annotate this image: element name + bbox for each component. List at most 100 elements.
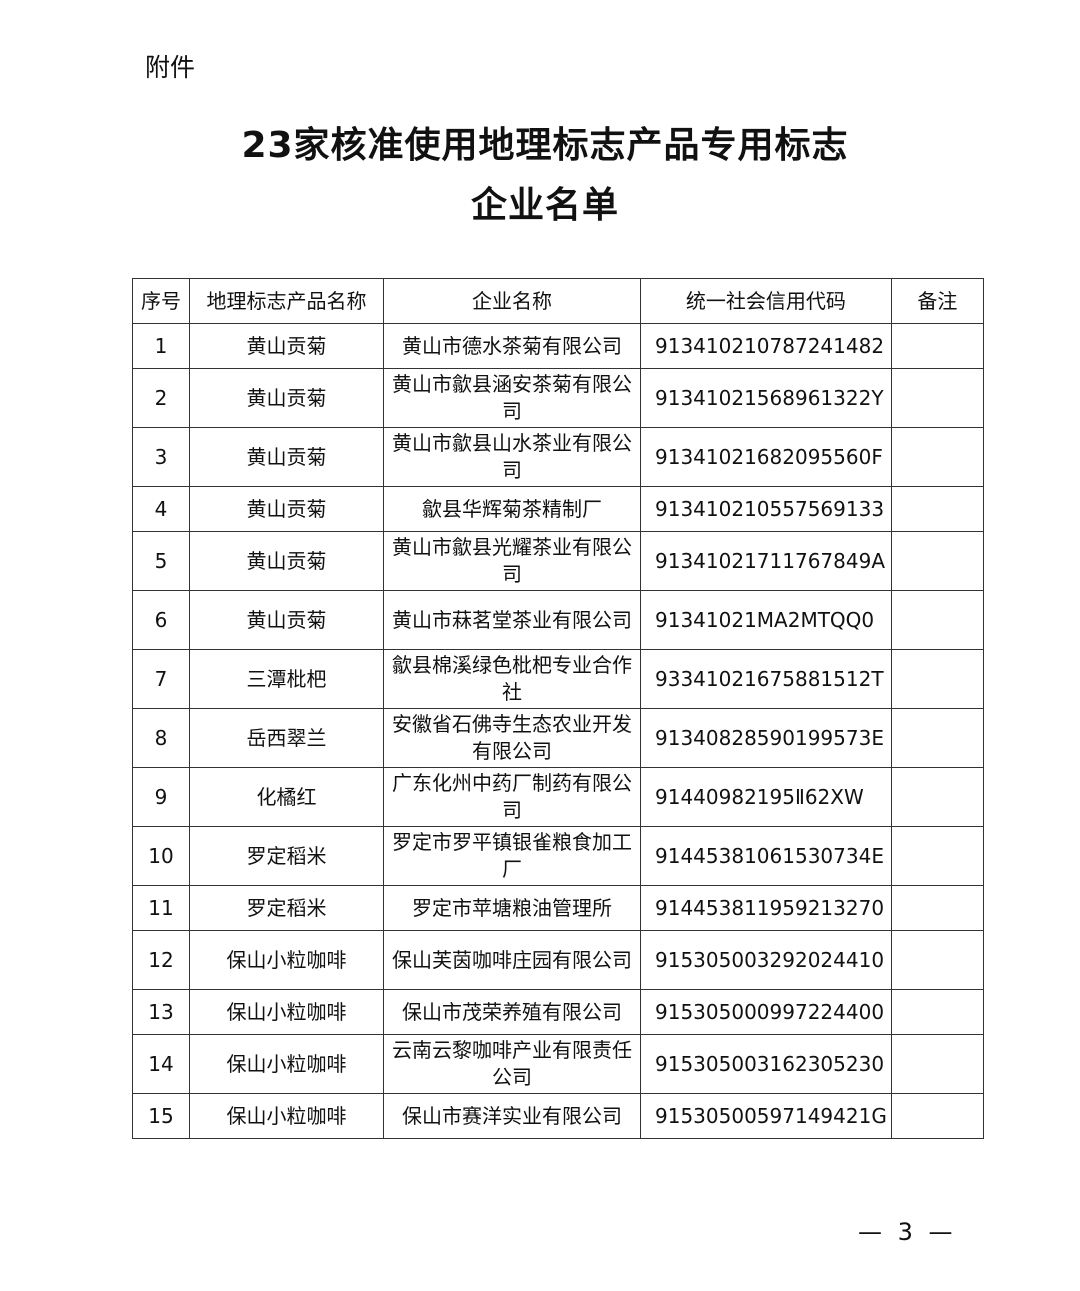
table-row: 6 黄山贡菊 黄山市菻茗堂茶业有限公司 91341021MA2MTQQ0 xyxy=(132,590,984,650)
table-row: 15 保山小粒咖啡 保山市赛洋实业有限公司 91530500597149421G xyxy=(132,1093,984,1139)
cell-product: 罗定稻米 xyxy=(189,885,384,931)
table-row: 4 黄山贡菊 歙县华辉菊茶精制厂 913410210557569133 xyxy=(132,486,984,532)
table-row: 5 黄山贡菊 黄山市歙县光耀茶业有限公司 91341021711767849A xyxy=(132,531,984,591)
cell-code: 914453811959213270 xyxy=(640,885,892,931)
cell-note xyxy=(890,930,984,990)
cell-note xyxy=(890,323,984,369)
cell-no: 12 xyxy=(132,930,190,990)
table-row: 7 三潭枇杷 歙县棉溪绿色枇杷专业合作社 93341021675881512T xyxy=(132,649,984,709)
cell-no: 13 xyxy=(132,989,190,1035)
cell-code: 913410210787241482 xyxy=(640,323,892,369)
cell-company: 黄山市歙县光耀茶业有限公司 xyxy=(383,531,641,591)
cell-code: 91341021568961322Y xyxy=(640,368,892,428)
cell-note xyxy=(890,826,984,886)
table-row: 9 化橘红 广东化州中药厂制药有限公司 91440982195Ⅱ62XW xyxy=(132,767,984,827)
cell-product: 黄山贡菊 xyxy=(189,531,384,591)
cell-note xyxy=(890,590,984,650)
cell-company: 歙县棉溪绿色枇杷专业合作社 xyxy=(383,649,641,709)
cell-no: 1 xyxy=(132,323,190,369)
cell-no: 4 xyxy=(132,486,190,532)
table-row: 12 保山小粒咖啡 保山芙茵咖啡庄园有限公司 915305003292024410 xyxy=(132,930,984,990)
cell-company: 黄山市菻茗堂茶业有限公司 xyxy=(383,590,641,650)
cell-product: 罗定稻米 xyxy=(189,826,384,886)
table-row: 1 黄山贡菊 黄山市德水茶菊有限公司 913410210787241482 xyxy=(132,323,984,369)
cell-code: 913410210557569133 xyxy=(640,486,892,532)
cell-note xyxy=(890,486,984,532)
cell-note xyxy=(890,1093,984,1139)
table-row: 2 黄山贡菊 黄山市歙县涵安茶菊有限公司 91341021568961322Y xyxy=(132,368,984,428)
cell-note xyxy=(890,1034,984,1094)
cell-product: 岳西翠兰 xyxy=(189,708,384,768)
cell-note xyxy=(890,649,984,709)
table-row: 11 罗定稻米 罗定市苹塘粮油管理所 914453811959213270 xyxy=(132,885,984,931)
cell-no: 8 xyxy=(132,708,190,768)
cell-no: 6 xyxy=(132,590,190,650)
cell-company: 罗定市罗平镇银雀粮食加工厂 xyxy=(383,826,641,886)
cell-product: 黄山贡菊 xyxy=(189,323,384,369)
cell-product: 保山小粒咖啡 xyxy=(189,1093,384,1139)
cell-code: 915305003292024410 xyxy=(640,930,892,990)
cell-company: 黄山市歙县涵安茶菊有限公司 xyxy=(383,368,641,428)
cell-company: 歙县华辉菊茶精制厂 xyxy=(383,486,641,532)
cell-code: 91341021711767849A xyxy=(640,531,892,591)
document-subtitle: 企业名单 xyxy=(470,185,619,226)
cell-no: 9 xyxy=(132,767,190,827)
cell-product: 保山小粒咖啡 xyxy=(189,1034,384,1094)
table-header-row: 序号 地理标志产品名称 企业名称 统一社会信用代码 备注 xyxy=(132,278,984,324)
cell-code: 91440982195Ⅱ62XW xyxy=(640,767,892,827)
cell-company: 保山市赛洋实业有限公司 xyxy=(383,1093,641,1139)
cell-company: 罗定市苹塘粮油管理所 xyxy=(383,885,641,931)
cell-no: 2 xyxy=(132,368,190,428)
cell-product: 保山小粒咖啡 xyxy=(189,989,384,1035)
header-code: 统一社会信用代码 xyxy=(640,278,892,324)
cell-code: 91445381061530734E xyxy=(640,826,892,886)
cell-no: 7 xyxy=(132,649,190,709)
cell-company: 保山芙茵咖啡庄园有限公司 xyxy=(383,930,641,990)
cell-product: 保山小粒咖啡 xyxy=(189,930,384,990)
cell-note xyxy=(890,531,984,591)
cell-company: 广东化州中药厂制药有限公司 xyxy=(383,767,641,827)
header-note: 备注 xyxy=(890,278,984,324)
cell-company: 黄山市德水茶菊有限公司 xyxy=(383,323,641,369)
cell-no: 5 xyxy=(132,531,190,591)
cell-note xyxy=(890,427,984,487)
table-row: 3 黄山贡菊 黄山市歙县山水茶业有限公司 91341021682095560F xyxy=(132,427,984,487)
cell-no: 3 xyxy=(132,427,190,487)
cell-company: 保山市茂荣养殖有限公司 xyxy=(383,989,641,1035)
cell-code: 91340828590199573E xyxy=(640,708,892,768)
cell-note xyxy=(890,368,984,428)
cell-no: 14 xyxy=(132,1034,190,1094)
table-row: 10 罗定稻米 罗定市罗平镇银雀粮食加工厂 91445381061530734E xyxy=(132,826,984,886)
enterprise-table: 序号 地理标志产品名称 企业名称 统一社会信用代码 备注 1 黄山贡菊 黄山市德水茶… xyxy=(132,278,984,1139)
cell-company: 安徽省石佛寺生态农业开发有限公司 xyxy=(383,708,641,768)
cell-company: 云南云黎咖啡产业有限责任公司 xyxy=(383,1034,641,1094)
cell-code: 93341021675881512T xyxy=(640,649,892,709)
header-no: 序号 xyxy=(132,278,190,324)
cell-code: 91341021682095560F xyxy=(640,427,892,487)
cell-no: 10 xyxy=(132,826,190,886)
cell-product: 黄山贡菊 xyxy=(189,427,384,487)
cell-code: 91341021MA2MTQQ0 xyxy=(640,590,892,650)
table-row: 14 保山小粒咖啡 云南云黎咖啡产业有限责任公司 915305003162305230 xyxy=(132,1034,984,1094)
cell-product: 三潭枇杷 xyxy=(189,649,384,709)
page-number: — 3 — xyxy=(858,1218,957,1246)
header-product: 地理标志产品名称 xyxy=(189,278,384,324)
cell-product: 黄山贡菊 xyxy=(189,368,384,428)
cell-note xyxy=(890,885,984,931)
cell-note xyxy=(890,989,984,1035)
cell-product: 化橘红 xyxy=(189,767,384,827)
header-company: 企业名称 xyxy=(383,278,641,324)
table-row: 8 岳西翠兰 安徽省石佛寺生态农业开发有限公司 91340828590199573E xyxy=(132,708,984,768)
cell-note xyxy=(890,708,984,768)
document-title: 23家核准使用地理标志产品专用标志 xyxy=(241,125,849,166)
cell-code: 91530500597149421G xyxy=(640,1093,892,1139)
cell-company: 黄山市歙县山水茶业有限公司 xyxy=(383,427,641,487)
cell-product: 黄山贡菊 xyxy=(189,590,384,650)
cell-product: 黄山贡菊 xyxy=(189,486,384,532)
cell-no: 11 xyxy=(132,885,190,931)
cell-code: 915305000997224400 xyxy=(640,989,892,1035)
cell-code: 915305003162305230 xyxy=(640,1034,892,1094)
cell-no: 15 xyxy=(132,1093,190,1139)
cell-note xyxy=(890,767,984,827)
attachment-label: 附件 xyxy=(145,53,196,82)
